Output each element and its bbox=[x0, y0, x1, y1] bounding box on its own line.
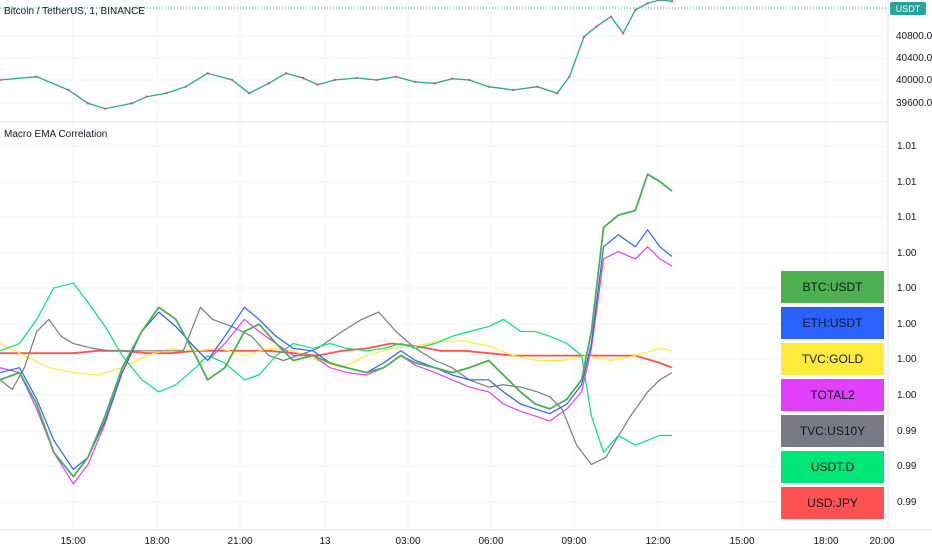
time-tick-label: 21:00 bbox=[227, 536, 252, 547]
price-point bbox=[414, 80, 417, 84]
currency-badge-label: USDT bbox=[896, 4, 921, 14]
series-line-tvc-us10y bbox=[0, 306, 673, 466]
correlation-tick-label: 1.00 bbox=[897, 319, 917, 330]
time-tick-label: 09:00 bbox=[561, 536, 586, 547]
price-point bbox=[145, 95, 148, 98]
price-point bbox=[450, 77, 454, 80]
price-point bbox=[67, 88, 70, 92]
price-point bbox=[103, 107, 107, 110]
legend-item: BTC:USDT bbox=[780, 270, 885, 304]
price-tick-label: 40400.00 bbox=[896, 53, 932, 64]
price-point bbox=[621, 32, 625, 35]
legend-item: TVC:US10Y bbox=[780, 414, 885, 448]
price-point bbox=[487, 85, 490, 88]
correlation-tick-label: 1.00 bbox=[897, 390, 917, 401]
time-tick-label: 03:00 bbox=[395, 536, 420, 547]
price-point bbox=[595, 25, 598, 28]
correlation-tick-label: 0.99 bbox=[897, 461, 917, 472]
series-line-usdt-d bbox=[0, 282, 672, 453]
correlation-tick-label: 1.00 bbox=[897, 248, 917, 259]
price-point bbox=[646, 2, 649, 5]
chart-title: Bitcoin / TetherUS, 1, BINANCE bbox=[4, 6, 145, 17]
price-point bbox=[511, 88, 515, 92]
legend-item: USDT.D bbox=[780, 450, 885, 484]
correlation-tick-label: 1.01 bbox=[897, 212, 917, 223]
time-tick-label: 20:00 bbox=[869, 536, 894, 547]
legend-item: USD:JPY bbox=[780, 486, 885, 520]
correlation-tick-label: 1.01 bbox=[897, 141, 917, 152]
price-point bbox=[467, 78, 471, 82]
time-axis: 15:00 18:00 21:00 13 03:00 06:00 09:00 12:00 15:… bbox=[60, 536, 894, 547]
price-point bbox=[670, 0, 674, 3]
price-point bbox=[164, 92, 168, 95]
time-tick-label: 15:00 bbox=[729, 536, 754, 547]
price-point bbox=[555, 92, 559, 95]
price-point bbox=[35, 75, 38, 78]
correlation-tick-label: 1.00 bbox=[897, 354, 917, 365]
price-point bbox=[433, 82, 437, 85]
legend-item: ETH:USDT bbox=[780, 306, 885, 340]
correlation-tick-label: 1.01 bbox=[897, 177, 917, 188]
correlation-series-group bbox=[0, 173, 673, 485]
price-tick-label: 40800.00 bbox=[896, 31, 932, 42]
price-tick-label: 39600.00 bbox=[896, 98, 932, 109]
price-point bbox=[658, 0, 661, 2]
price-point bbox=[582, 35, 586, 38]
time-tick-label: 06:00 bbox=[478, 536, 503, 547]
series-line-btc-usdt bbox=[0, 173, 673, 478]
currency-badge[interactable] bbox=[890, 2, 926, 15]
price-point bbox=[333, 78, 336, 82]
price-point bbox=[634, 8, 637, 12]
price-point bbox=[284, 72, 288, 75]
price-point bbox=[248, 92, 251, 95]
price-tick-label: 40000.00 bbox=[896, 75, 932, 86]
time-tick-label: 13 bbox=[319, 536, 331, 547]
time-tick-label: 15:00 bbox=[60, 536, 85, 547]
correlation-tick-label: 0.99 bbox=[897, 497, 917, 508]
price-point bbox=[86, 102, 90, 105]
indicator-title[interactable]: Macro EMA Correlation bbox=[4, 129, 107, 140]
price-point bbox=[568, 75, 571, 78]
series-line-tvc-gold bbox=[0, 340, 673, 376]
price-point bbox=[230, 78, 234, 82]
price-point bbox=[130, 102, 134, 105]
price-point bbox=[0, 78, 2, 82]
price-point bbox=[536, 85, 539, 88]
price-point bbox=[609, 15, 613, 18]
time-tick-label: 18:00 bbox=[144, 536, 169, 547]
price-point bbox=[316, 83, 319, 86]
price-series-group bbox=[0, 0, 674, 110]
price-axis: 40800.00 40400.00 40000.00 39600.00 bbox=[896, 31, 932, 109]
correlation-tick-label: 0.99 bbox=[897, 426, 917, 437]
correlation-tick-label: 1.00 bbox=[897, 283, 917, 294]
price-point bbox=[184, 85, 187, 88]
price-point bbox=[355, 76, 358, 80]
legend-item: TVC:GOLD bbox=[780, 342, 885, 376]
time-tick-label: 12:00 bbox=[645, 536, 670, 547]
price-point bbox=[206, 72, 209, 75]
legend-item: TOTAL2 bbox=[780, 378, 885, 412]
price-point bbox=[301, 76, 305, 80]
price-point bbox=[394, 75, 398, 78]
time-tick-label: 18:00 bbox=[813, 536, 838, 547]
correlation-axis: 1.01 1.01 1.01 1.00 1.00 1.00 1.00 1.00 0.99 0.99… bbox=[897, 141, 917, 508]
grid-lines bbox=[0, 0, 888, 530]
price-point bbox=[375, 78, 378, 82]
price-point bbox=[267, 82, 270, 85]
